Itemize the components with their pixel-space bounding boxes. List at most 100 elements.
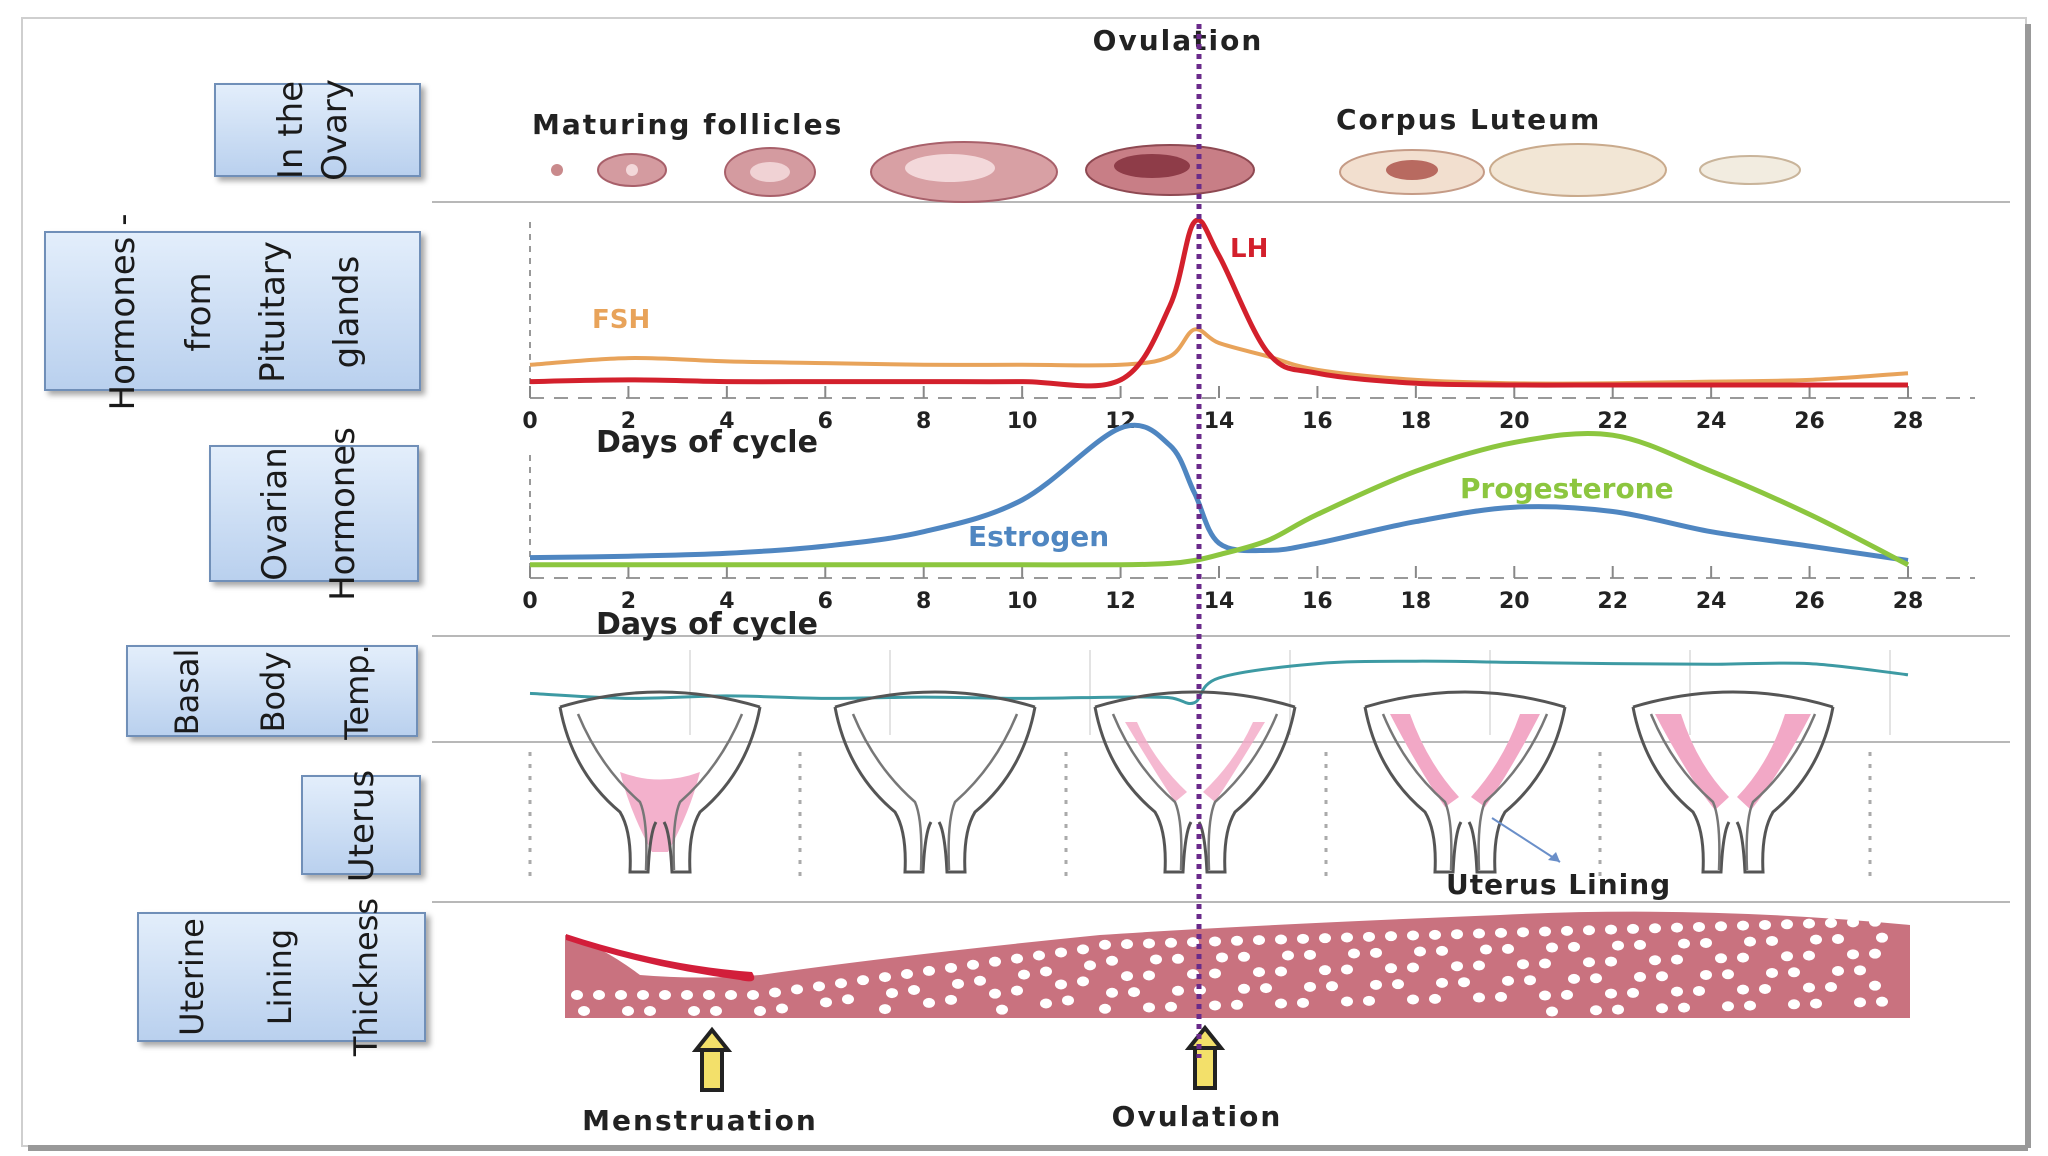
lining-cell bbox=[1187, 969, 1199, 980]
label-box-ovarian: Ovarian Hormones bbox=[209, 427, 419, 601]
chart1-tick-label-18: 18 bbox=[1401, 409, 1432, 434]
label-pituitary-line4: glands bbox=[327, 256, 367, 369]
chart1-tick-label-16: 16 bbox=[1302, 409, 1333, 434]
lining-cell bbox=[1737, 984, 1749, 995]
lining-cell bbox=[879, 972, 891, 983]
lining-cell bbox=[1238, 951, 1250, 962]
uterus-1 bbox=[558, 690, 762, 874]
lining-cell bbox=[1649, 955, 1661, 966]
lining-cell bbox=[1876, 996, 1888, 1007]
lining-cell bbox=[1546, 942, 1558, 953]
lining-cell bbox=[1715, 921, 1727, 932]
lining-cell bbox=[1671, 922, 1683, 933]
label-box-lining: Uterine Lining Thickness bbox=[137, 898, 426, 1057]
label-uterus-lining: Uterus Lining bbox=[1446, 868, 1671, 901]
lining-cell bbox=[1759, 919, 1771, 930]
estrogen-series-label: Estrogen bbox=[968, 520, 1109, 553]
lining-cell bbox=[1407, 994, 1419, 1005]
label-pituitary-line3: Pituitary bbox=[253, 241, 293, 383]
chart2-tick-label-22: 22 bbox=[1597, 589, 1628, 614]
lining-cell bbox=[1700, 969, 1712, 980]
pituitary-hormone-chart: 0 2 4 6 8 10 12 14 16 18 20 22 24 26 28 FSH LH Days of… bbox=[522, 217, 1975, 460]
lining-cell bbox=[945, 994, 957, 1005]
lining-cell bbox=[1319, 933, 1331, 944]
lining-cell bbox=[842, 994, 854, 1005]
lining-cell bbox=[1605, 988, 1617, 999]
lining-cell bbox=[1282, 950, 1294, 961]
lining-cell bbox=[1546, 1006, 1558, 1017]
lining-cell bbox=[1429, 993, 1441, 1004]
ovarian-hormone-chart: 0 2 4 6 8 10 12 14 16 18 20 22 24 26 28 Estrogen Proge… bbox=[522, 422, 1975, 642]
chart2-tick-label-6: 6 bbox=[818, 589, 833, 614]
chart1-tick-label-2: 2 bbox=[621, 409, 636, 434]
chart2-tick-label-10: 10 bbox=[1007, 589, 1038, 614]
lining-cell bbox=[1370, 947, 1382, 958]
lining-cell bbox=[1605, 924, 1617, 935]
lining-cell bbox=[1172, 985, 1184, 996]
lining-cell bbox=[1744, 1000, 1756, 1011]
lining-cell bbox=[1238, 983, 1250, 994]
label-lining-line1: Uterine bbox=[173, 918, 211, 1036]
chart2-tick-label-24: 24 bbox=[1696, 589, 1727, 614]
lining-cell bbox=[1715, 953, 1727, 964]
lining-cell bbox=[1495, 927, 1507, 938]
lining-cell bbox=[1539, 990, 1551, 1001]
chart1-tick-label-24: 24 bbox=[1696, 409, 1727, 434]
lining-cell bbox=[725, 990, 737, 1000]
lining-cell bbox=[1143, 938, 1155, 949]
lining-cell bbox=[1605, 956, 1617, 967]
lining-cell bbox=[1077, 976, 1089, 987]
chart2-tick-label-20: 20 bbox=[1499, 589, 1530, 614]
chart2-tick-label-28: 28 bbox=[1893, 589, 1924, 614]
lining-cell bbox=[644, 1006, 656, 1016]
lining-cell bbox=[703, 990, 715, 1000]
lining-cell bbox=[1436, 977, 1448, 988]
label-corpus-luteum: Corpus Luteum bbox=[1336, 103, 1601, 136]
lining-cell bbox=[1876, 932, 1888, 943]
chart1-x-title: Days of cycle bbox=[596, 425, 818, 460]
lining-cell bbox=[1788, 967, 1800, 978]
lining-cell bbox=[996, 1004, 1008, 1015]
lining-cell bbox=[974, 975, 986, 986]
lining-cell bbox=[1407, 962, 1419, 973]
lining-cell bbox=[1480, 944, 1492, 955]
chart2-tick-label-4: 4 bbox=[719, 589, 734, 614]
lining-cell bbox=[1612, 1004, 1624, 1015]
lining-cell bbox=[593, 990, 605, 1000]
lining-cell bbox=[1744, 936, 1756, 947]
lining-cell bbox=[1781, 919, 1793, 930]
lining-cell bbox=[1766, 967, 1778, 978]
follicle-illustrations bbox=[551, 141, 1255, 203]
label-box-ovary: In the Ovary bbox=[214, 79, 421, 181]
lining-cell bbox=[1517, 927, 1529, 938]
lining-cell bbox=[1561, 925, 1573, 936]
lining-cell bbox=[1458, 977, 1470, 988]
uterus-5 bbox=[1631, 690, 1835, 874]
lining-cell bbox=[637, 990, 649, 1000]
corpus-albicans bbox=[1699, 155, 1801, 185]
lining-cell bbox=[1172, 953, 1184, 964]
label-ovulation-bottom: Ovulation bbox=[1112, 1100, 1283, 1133]
lining-cell bbox=[879, 1004, 891, 1015]
lining-cell bbox=[1451, 961, 1463, 972]
menstruation-arrow bbox=[691, 1026, 733, 1092]
lining-cell bbox=[1737, 952, 1749, 963]
uterine-lining-band bbox=[565, 911, 1910, 1018]
lining-cell bbox=[820, 997, 832, 1008]
lining-cell bbox=[1121, 971, 1133, 982]
lining-cell bbox=[1018, 969, 1030, 980]
lining-cell bbox=[571, 990, 583, 1000]
label-ovarian-line2: Hormones bbox=[323, 427, 363, 601]
lining-cell bbox=[1385, 963, 1397, 974]
progesterone-series-label: Progesterone bbox=[1460, 472, 1674, 505]
lining-cell bbox=[1561, 989, 1573, 1000]
chart1-tick-label-4: 4 bbox=[719, 409, 734, 434]
lining-cell bbox=[1275, 998, 1287, 1009]
chart2-tick-label-2: 2 bbox=[621, 589, 636, 614]
lining-cell bbox=[1832, 965, 1844, 976]
label-pituitary-line2: from bbox=[179, 272, 219, 351]
lh-line bbox=[529, 217, 1908, 389]
label-box-uterus: Uterus bbox=[301, 770, 421, 882]
